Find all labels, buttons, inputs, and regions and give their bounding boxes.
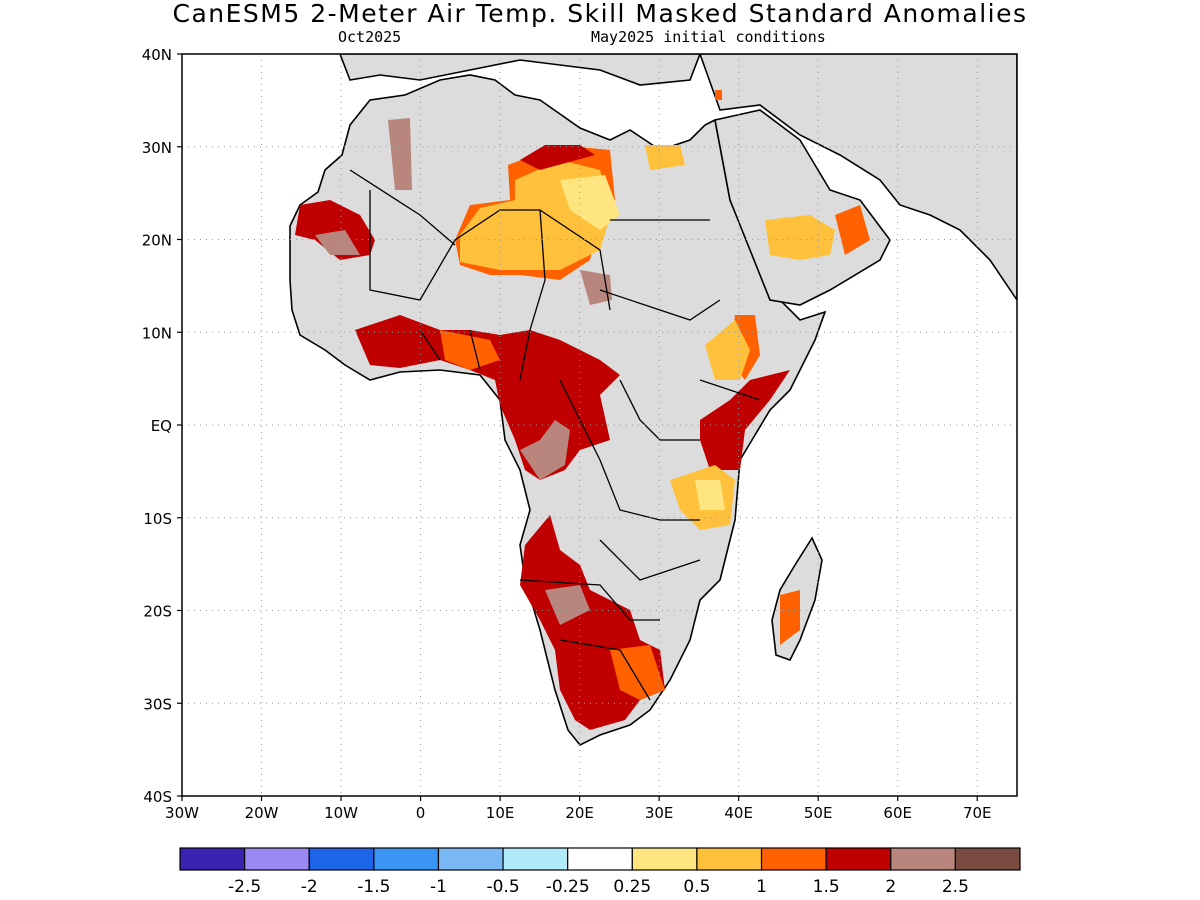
map-area <box>182 54 1017 796</box>
colorbar-swatch <box>825 847 892 871</box>
colorbar-swatch <box>373 847 440 871</box>
anomaly-patch <box>765 215 835 260</box>
colorbar-swatch <box>631 847 698 871</box>
colorbar-swatch <box>437 847 504 871</box>
y-tick-label: 20N <box>142 232 172 250</box>
anomaly-patches <box>295 90 870 730</box>
europe-landmass <box>339 54 701 86</box>
anomaly-patch <box>610 645 665 700</box>
anomaly-patch <box>695 480 725 510</box>
anomaly-patch <box>700 370 790 470</box>
anomaly-patch <box>520 420 570 480</box>
x-tick-label: 10E <box>486 804 515 822</box>
anomaly-patch <box>645 145 685 170</box>
colorbar-swatch <box>308 847 375 871</box>
initial-conditions: May2025 initial conditions <box>591 28 826 46</box>
x-tick-label: 70E <box>963 804 992 822</box>
anomaly-patch <box>835 205 870 255</box>
anomaly-patch <box>315 230 360 255</box>
y-tick-label: EQ <box>151 417 172 435</box>
anomaly-patch <box>780 590 800 645</box>
colorbar-label: -2 <box>301 877 318 897</box>
anomaly-patch <box>545 585 590 625</box>
x-tick-label: 10W <box>324 804 358 822</box>
graticule <box>182 54 1017 796</box>
colorbar-label: -1.5 <box>357 877 390 897</box>
anomaly-patch <box>388 118 412 190</box>
x-tick-label: 20E <box>565 804 594 822</box>
y-tick-label: 10S <box>143 510 172 528</box>
colorbar-label: -1 <box>430 877 447 897</box>
y-tick-label: 30S <box>143 695 172 713</box>
anomaly-patch <box>560 175 620 230</box>
anomaly-patch <box>295 200 375 260</box>
arabia-landmass <box>714 109 891 306</box>
colorbar-swatch <box>567 847 633 871</box>
colorbar-swatch <box>954 847 1021 871</box>
anomaly-patch <box>440 330 500 370</box>
colorbar-swatch <box>244 847 310 871</box>
colorbar-swatch <box>179 847 246 871</box>
y-tick-label: 40N <box>142 46 172 64</box>
anomaly-patch <box>705 320 750 380</box>
x-tick-label: 20W <box>245 804 279 822</box>
colorbar-label: 1.5 <box>813 877 840 897</box>
x-tick-label: 30W <box>165 804 199 822</box>
chart-title: CanESM5 2-Meter Air Temp. Skill Masked S… <box>172 0 1028 28</box>
x-tick-label: 40E <box>724 804 753 822</box>
colorbar-swatch <box>696 847 763 871</box>
x-axis: 30W 20W 10W 0 10E 20E 30E 40E 50E 60E 70E <box>165 796 992 822</box>
colorbar-label: 1 <box>756 877 767 897</box>
x-tick-label: 0 <box>416 804 426 822</box>
colorbar-swatch <box>502 847 569 871</box>
colorbar: -2.5 -2 -1.5 -1 -0.5 -0.25 0.25 0.5 1 1.5 2 2.5 <box>179 847 1021 897</box>
colorbar-label: 0.25 <box>613 877 651 897</box>
x-tick-label: 60E <box>883 804 912 822</box>
colorbar-label: -0.5 <box>486 877 519 897</box>
y-tick-label: 40S <box>143 788 172 806</box>
x-tick-label: 50E <box>804 804 833 822</box>
colorbar-label: 2.5 <box>942 877 969 897</box>
y-tick-label: 20S <box>143 603 172 621</box>
colorbar-label: -0.25 <box>546 877 590 897</box>
y-tick-label: 30N <box>142 139 172 157</box>
country-borders <box>349 169 761 701</box>
anomaly-patch <box>715 90 722 100</box>
colorbar-label: 2 <box>885 877 896 897</box>
anomaly-patch <box>580 270 612 305</box>
anomaly-patch <box>520 145 595 170</box>
colorbar-label: -2.5 <box>228 877 261 897</box>
y-axis: 40N 30N 20N 10N EQ 10S 20S 30S 40S <box>142 46 182 806</box>
x-tick-label: 30E <box>645 804 674 822</box>
colorbar-swatch <box>760 847 827 871</box>
asia-landmass <box>699 54 1017 302</box>
colorbar-swatch <box>890 847 956 871</box>
y-tick-label: 10N <box>142 324 172 342</box>
forecast-month: Oct2025 <box>338 28 402 46</box>
colorbar-label: 0.5 <box>683 877 710 897</box>
